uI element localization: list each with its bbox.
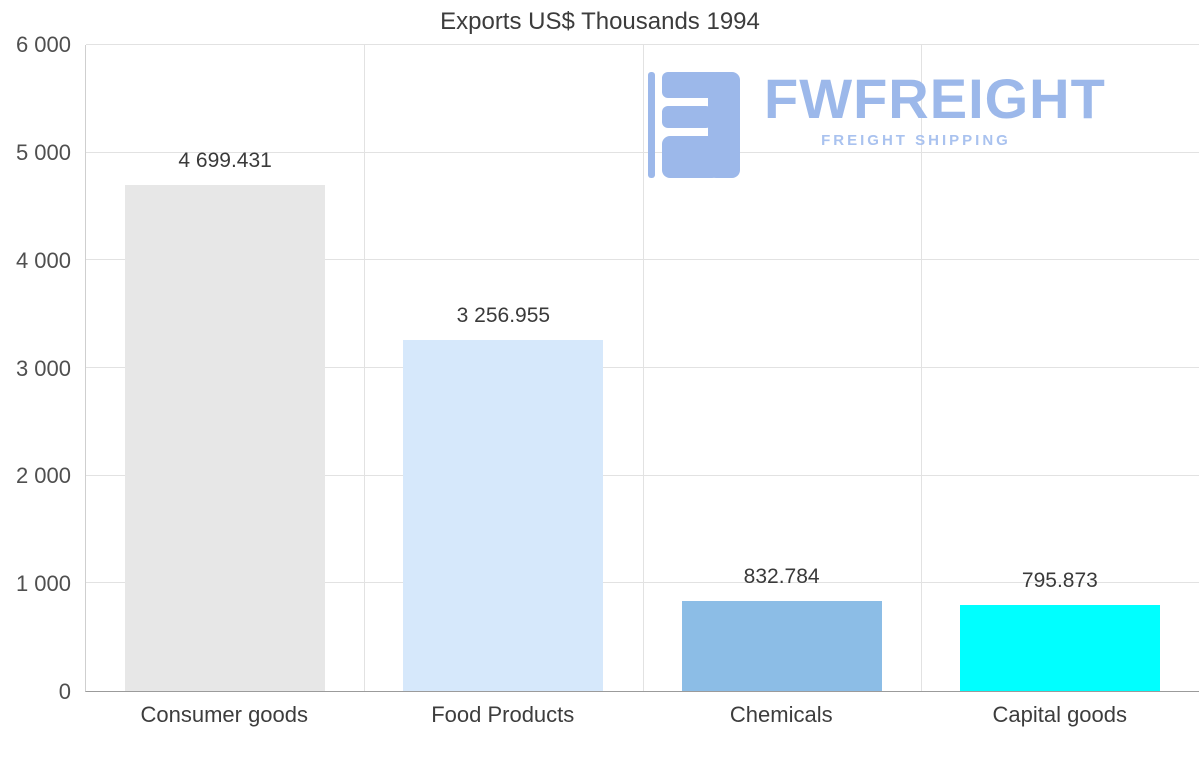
bar-value-label: 832.784 (743, 565, 820, 589)
y-axis-tick-label: 6 000 (15, 32, 71, 57)
vertical-gridline (364, 45, 366, 691)
y-axis-tick-label: 1 000 (15, 571, 71, 597)
logo-brand-text: FWFREIGHT (764, 67, 1106, 130)
bar-value-label: 795.873 (1021, 569, 1098, 593)
y-axis-tick-label: 4 000 (15, 247, 71, 273)
y-axis-tick-label: 0 (58, 679, 71, 704)
plot-area: 4 699.431 3 256.955 832.784 795.873 (85, 44, 1199, 692)
bar (403, 340, 604, 691)
bar-value-label: 4 699.431 (178, 149, 272, 173)
vertical-gridline (920, 45, 922, 691)
bar-column: 3 256.955 (364, 45, 642, 691)
bar (959, 605, 1160, 691)
bar (125, 185, 326, 691)
horizontal-gridline (86, 44, 1199, 45)
fwfreight-logo-icon (648, 68, 748, 187)
x-axis-category-label: Chemicals (729, 702, 833, 727)
x-axis-category-label: Food Products (431, 702, 575, 727)
y-axis: 0 1 000 2 000 3 000 4 000 5 000 6 000 (0, 32, 75, 704)
logo-tagline-text: FREIGHT SHIPPING (821, 131, 1011, 149)
vertical-gridline (642, 45, 644, 691)
x-axis-category-label: Capital goods (992, 702, 1128, 727)
x-axis: Consumer goods Food Products Chemicals Capi… (85, 702, 1199, 742)
x-axis-category-label: Consumer goods (140, 702, 309, 727)
bar-column: 4 699.431 (86, 45, 364, 691)
y-axis-tick-label: 3 000 (15, 355, 71, 381)
bar-column: 795.873 (921, 45, 1199, 691)
chart-title: Exports US$ Thousands 1994 (440, 8, 760, 35)
bar-column: 832.784 (643, 45, 921, 691)
bar (681, 601, 882, 691)
y-axis-tick-label: 2 000 (15, 463, 71, 489)
watermark-logo: FWFREIGHT FREIGHT SHIPPING (648, 68, 1106, 187)
y-axis-tick-label: 5 000 (15, 139, 71, 165)
bar-value-label: 3 256.955 (456, 304, 551, 328)
logo-text-block: FWFREIGHT FREIGHT SHIPPING (764, 68, 1106, 149)
